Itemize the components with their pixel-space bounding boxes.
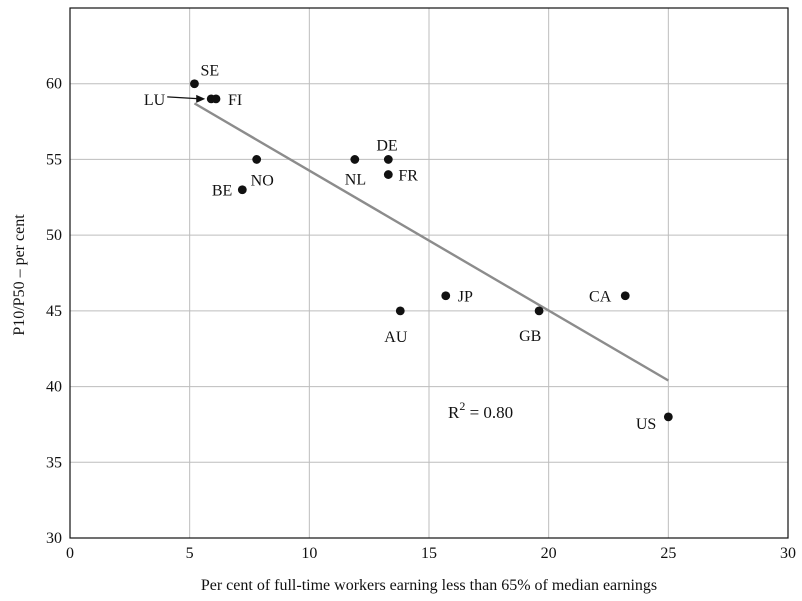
point-label-ca: CA [589,289,612,306]
point-se [190,79,199,89]
y-tick-label: 50 [46,227,62,244]
point-fr [383,170,393,179]
x-tick-label: 15 [421,545,437,562]
point-be [237,185,247,195]
point-de [383,155,393,164]
point-label-fr: FR [398,168,418,185]
point-gb [534,306,544,316]
point-label-be: BE [212,183,232,200]
point-label-us: US [636,416,656,433]
point-label-jp: JP [458,289,473,306]
point-label-no: NO [251,172,274,189]
r-squared-annotation: R2 = 0.80 [448,399,513,422]
plot-frame [69,7,789,539]
x-tick-label: 0 [66,545,74,562]
point-label-gb: GB [519,328,541,345]
point-us [663,412,673,422]
x-tick-label: 5 [186,545,194,562]
y-axis-title: P10/P50 – per cent [11,214,28,336]
point-jp [441,291,451,301]
y-tick-label: 30 [46,530,62,547]
y-tick-label: 45 [46,303,62,320]
x-axis-title: Per cent of full-time workers earning le… [201,577,657,594]
point-label-de: DE [376,137,397,154]
x-tick-label: 30 [780,545,796,562]
point-label-au: AU [384,329,408,346]
r-squared-superscript: 2 [459,399,465,413]
r-squared-value: = 0.80 [465,403,513,422]
x-tick-label: 20 [541,545,557,562]
point-no [252,155,262,164]
r-squared-base: R [448,403,460,422]
point-nl [350,155,360,164]
y-tick-label: 35 [46,454,62,471]
x-tick-label: 25 [660,545,676,562]
trendline [193,102,669,382]
lu-arrow-head [196,94,206,103]
lu-arrow-group [167,94,206,103]
y-tick-label: 60 [46,76,62,93]
point-fi [211,94,221,104]
point-ca [620,291,630,301]
y-tick-label: 55 [46,151,62,168]
point-label-lu: LU [144,92,166,109]
trendline-group [193,102,669,382]
point-label-se: SE [200,63,219,80]
point-label-fi: FI [228,92,242,109]
point-label-nl: NL [345,171,366,188]
lu-arrow-line [167,96,202,100]
y-tick-label: 40 [46,379,62,396]
x-tick-label: 10 [301,545,317,562]
data-points [190,79,673,422]
point-au [395,306,405,316]
tick-labels: 0 5 10 15 20 25 30 30 35 40 45 50 55 60 [46,76,796,562]
grid-lines [70,8,788,538]
